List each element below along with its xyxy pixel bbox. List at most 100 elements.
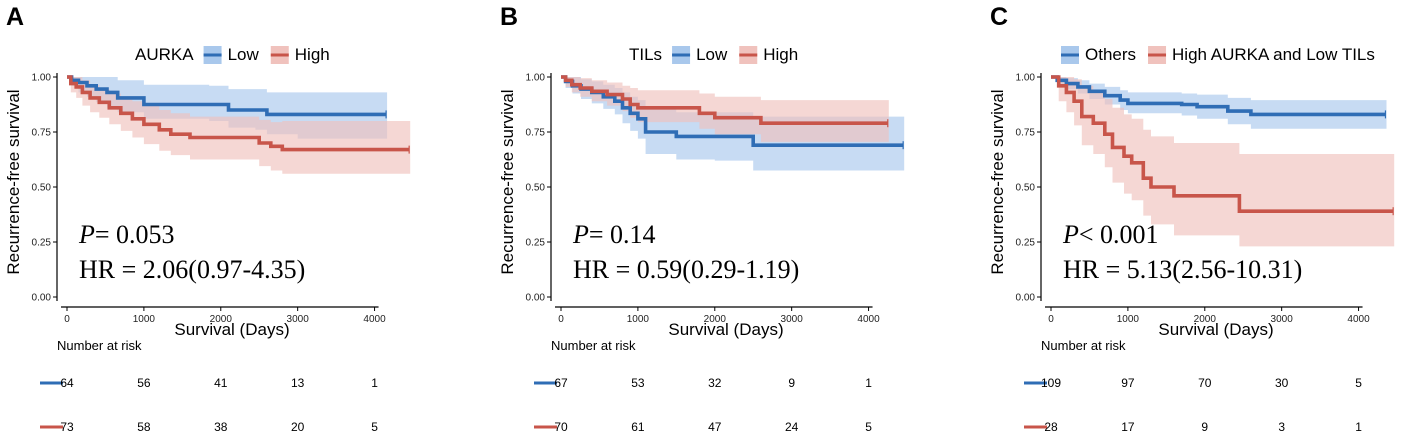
x-tick-label: 1000 — [627, 314, 650, 325]
survival-curve-0 — [1051, 75, 1386, 117]
risk-table-header: Number at risk — [57, 338, 142, 353]
risk-count: 1 — [1355, 420, 1362, 434]
y-tick-label: 0.50 — [526, 183, 546, 194]
y-tick-label: 0.75 — [526, 128, 546, 139]
risk-count: 53 — [631, 376, 645, 390]
y-tick-label: 1.00 — [526, 73, 546, 84]
risk-count: 17 — [1121, 420, 1135, 434]
x-tick-label: 2000 — [210, 314, 233, 325]
x-axis-title: Survival (Days) — [1158, 320, 1273, 339]
y-tick-label: 0.00 — [526, 293, 546, 304]
risk-count: 5 — [371, 420, 378, 434]
legend-label: High — [763, 45, 798, 64]
p-value: = 0.053 — [95, 220, 175, 249]
p-label: P — [1062, 220, 1079, 249]
y-axis-title: Recurrence-free survival — [988, 89, 1007, 274]
legend-key-1 — [270, 46, 289, 64]
y-tick-label: 0.75 — [1016, 128, 1036, 139]
y-tick-label: 0.50 — [32, 183, 52, 194]
p-value-text: P= 0.053 — [78, 220, 175, 249]
panel-letter: A — [6, 3, 24, 31]
ci-band-1 — [561, 77, 889, 142]
panel-letter: B — [500, 3, 518, 31]
risk-count: 9 — [1201, 420, 1208, 434]
risk-count: 41 — [214, 376, 228, 390]
legend-key-0 — [1061, 46, 1079, 64]
risk-count: 47 — [708, 420, 722, 434]
risk-count: 109 — [1041, 376, 1061, 390]
hazard-ratio-text: HR = 0.59(0.29-1.19) — [573, 255, 799, 284]
y-tick-label: 0.25 — [32, 238, 52, 249]
risk-count: 1 — [865, 376, 872, 390]
p-label: P — [572, 220, 589, 249]
risk-count: 38 — [214, 420, 228, 434]
legend-title: AURKA — [135, 45, 194, 64]
risk-count: 64 — [60, 376, 74, 390]
risk-count: 61 — [631, 420, 645, 434]
risk-count: 5 — [865, 420, 872, 434]
risk-table-header: Number at risk — [551, 338, 636, 353]
survival-curve-0 — [67, 75, 387, 117]
p-label: P — [78, 220, 95, 249]
x-tick-label: 4000 — [363, 314, 386, 325]
x-axis-title: Survival (Days) — [668, 320, 783, 339]
risk-count: 9 — [788, 376, 795, 390]
risk-count: 28 — [1044, 420, 1058, 434]
x-tick-label: 2000 — [704, 314, 727, 325]
panel-b: B TILs Low High 0.00 0.25 0.50 0.75 1.00 0 1000 200… — [498, 3, 905, 434]
y-tick-label: 0.00 — [32, 293, 52, 304]
x-tick-label: 3000 — [287, 314, 310, 325]
risk-count: 24 — [785, 420, 799, 434]
legend-label: High AURKA and Low TILs — [1172, 45, 1375, 64]
x-tick-label: 3000 — [781, 314, 804, 325]
panel-c: C Others High AURKA and Low TILs 0.00 0.25 0.… — [988, 3, 1395, 434]
risk-count: 70 — [1198, 376, 1212, 390]
risk-count: 73 — [60, 420, 74, 434]
legend-label: Low — [696, 45, 728, 64]
y-tick-label: 1.00 — [1016, 73, 1036, 84]
y-tick-label: 0.25 — [526, 238, 546, 249]
x-tick-label: 1000 — [133, 314, 156, 325]
x-tick-label: 0 — [64, 314, 70, 325]
risk-count: 1 — [371, 376, 378, 390]
p-value-text: P< 0.001 — [1062, 220, 1159, 249]
p-value: = 0.14 — [589, 220, 656, 249]
y-tick-label: 0.25 — [1016, 238, 1036, 249]
x-tick-label: 0 — [558, 314, 564, 325]
risk-count: 32 — [708, 376, 722, 390]
legend-label: High — [295, 45, 330, 64]
risk-count: 70 — [554, 420, 568, 434]
risk-count: 58 — [137, 420, 151, 434]
panel-letter: C — [990, 3, 1008, 31]
risk-count: 3 — [1278, 420, 1285, 434]
risk-table-header: Number at risk — [1041, 338, 1126, 353]
y-tick-label: 0.50 — [1016, 183, 1036, 194]
y-tick-label: 1.00 — [32, 73, 52, 84]
risk-count: 13 — [291, 376, 305, 390]
legend-label: Low — [228, 45, 260, 64]
risk-count: 5 — [1355, 376, 1362, 390]
x-axis-title: Survival (Days) — [174, 320, 289, 339]
risk-count: 56 — [137, 376, 151, 390]
legend-title: TILs — [629, 45, 662, 64]
survival-curve-1 — [67, 75, 410, 152]
y-axis-title: Recurrence-free survival — [4, 89, 23, 274]
x-tick-label: 1000 — [1117, 314, 1140, 325]
legend-label: Others — [1085, 45, 1136, 64]
x-tick-label: 2000 — [1194, 314, 1217, 325]
hazard-ratio-text: HR = 5.13(2.56-10.31) — [1063, 255, 1302, 284]
y-tick-label: 0.00 — [1016, 293, 1036, 304]
survival-curve-1 — [1051, 75, 1394, 213]
panel-a: A AURKA Low High 0.00 0.25 0.50 0.75 1.00 0 1000 20… — [4, 3, 411, 434]
x-tick-label: 0 — [1048, 314, 1054, 325]
ci-band-1 — [1051, 77, 1395, 247]
x-tick-label: 4000 — [1347, 314, 1370, 325]
legend-key-1 — [1148, 46, 1167, 64]
risk-count: 67 — [554, 376, 568, 390]
p-value: < 0.001 — [1079, 220, 1159, 249]
p-value-text: P= 0.14 — [572, 220, 656, 249]
survival-curve-1 — [561, 75, 888, 125]
legend-key-1 — [739, 46, 758, 64]
legend-key-0 — [203, 46, 222, 64]
